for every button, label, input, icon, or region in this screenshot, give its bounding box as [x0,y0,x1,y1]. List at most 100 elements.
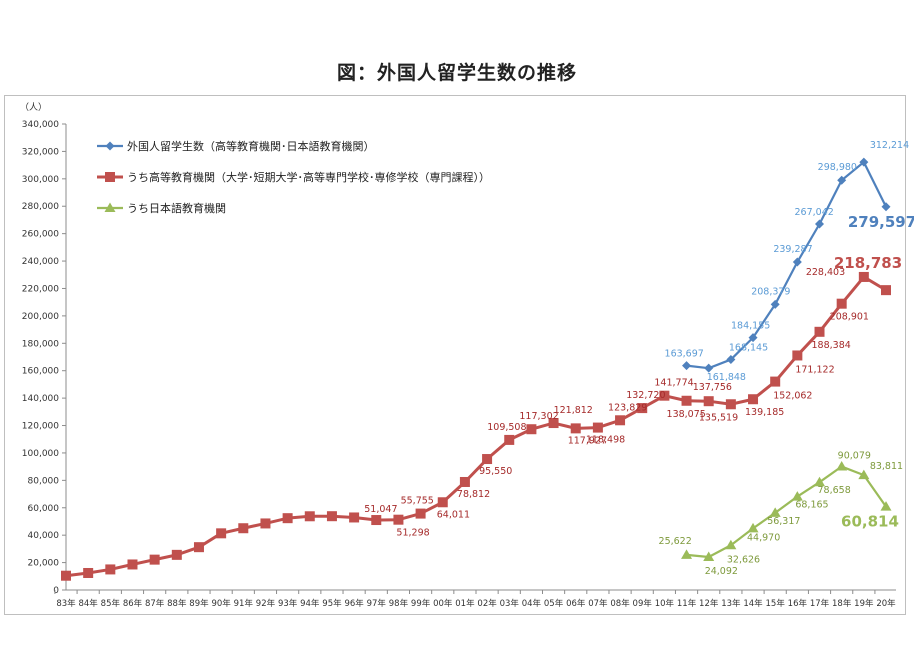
x-tick-label: 06年 [566,598,586,609]
legend-marker-diamond [105,141,115,151]
x-tick-label: 94年 [300,598,320,609]
data-point-square [570,423,581,434]
data-label-square: 171,122 [795,364,834,375]
data-label-triangle: 44,970 [747,532,780,543]
data-label-square: 137,756 [693,382,732,393]
data-label-diamond: 184,155 [731,321,770,332]
data-label-diamond: 267,042 [795,207,834,218]
data-point-square [149,554,160,565]
data-point-triangle [858,469,870,480]
data-label-diamond: 161,848 [707,372,746,383]
legend: 外国人留学生数（高等教育機関･日本語教育機関） うち高等教育機関（大学･短期大学･… [97,139,490,215]
data-label-square: 118,498 [586,435,625,446]
x-tick-label: 05年 [544,598,564,609]
data-label-square: 55,755 [401,496,434,507]
data-point-square [393,514,404,525]
y-tick-label: 300,000 [22,175,59,185]
y-tick-label: 140,000 [22,394,59,404]
legend-label: 外国人留学生数（高等教育機関･日本語教育機関） [127,139,375,153]
data-point-square [703,396,714,407]
data-point-triangle [725,539,737,550]
data-point-square [216,528,227,539]
data-label-square: 135,519 [699,412,738,423]
y-tick-label: 120,000 [22,422,59,432]
data-label-square: 218,783 [834,254,902,272]
data-label-diamond: 298,980 [818,162,857,173]
data-label-square: 117,927 [568,435,607,446]
y-tick-label: 340,000 [22,120,59,130]
data-point-triangle [814,476,826,487]
data-label-square: 121,812 [554,405,593,416]
data-label-triangle: 90,079 [838,451,871,462]
data-label-square: 132,720 [626,390,665,401]
data-label-square: 109,508 [487,422,526,433]
data-point-diamond [881,202,891,212]
axes-layer: （人） 0 20,000 40,000 60,000 80,000 100,000 120,0… [20,102,896,609]
data-label-square: 188,384 [812,340,851,351]
data-point-square [437,497,448,508]
y-tick-label: 280,000 [22,202,59,212]
data-label-triangle: 83,811 [870,461,903,472]
data-point-square [592,422,603,433]
data-label-square: 138,075 [667,409,706,420]
data-label-triangle: 56,317 [767,516,800,527]
x-tick-label: 17年 [810,598,830,609]
x-tick-label: 10年 [655,598,675,609]
x-tick-label: 20年 [876,598,896,609]
y-tick-label: 60,000 [28,504,60,514]
data-label-diamond: 168,145 [729,343,768,354]
data-point-square [881,285,891,296]
data-point-square [83,567,94,578]
x-tick-label: 19年 [854,598,874,609]
y-tick-label: 80,000 [28,476,60,486]
y-axis-unit-label: （人） [20,102,47,113]
x-tick-label: 14年 [743,598,763,609]
data-label-square: 152,062 [773,391,812,402]
chart-frame [4,95,906,615]
data-point-triangle [681,549,693,559]
data-point-diamond [815,219,825,229]
data-labels-layer: 163,697 161,848 168,145 184,155 208,379 239,2… [364,140,914,577]
data-point-square [725,399,736,410]
x-tick-label: 95年 [322,598,342,609]
data-point-diamond [748,333,758,343]
data-point-square [504,434,515,445]
x-tick-label: 08年 [610,598,630,609]
data-label-triangle: 32,626 [727,554,760,565]
x-tick-label: 16年 [788,598,808,609]
data-point-square [459,476,470,487]
x-tick-label: 12年 [699,598,719,609]
data-label-diamond: 239,287 [773,244,812,255]
data-point-square [61,570,71,581]
data-point-square [349,512,360,523]
x-tick-label: 01年 [455,598,475,609]
data-label-triangle: 68,165 [795,500,828,511]
x-tick-label: 83年 [56,598,76,609]
data-point-square [238,523,249,534]
data-point-diamond [682,361,692,371]
data-point-square [326,511,337,522]
data-point-square [814,326,825,337]
data-label-square: 141,774 [654,378,693,389]
y-tick-label: 20,000 [28,559,60,569]
x-tick-label: 04年 [522,598,542,609]
data-point-square [836,298,847,309]
data-point-diamond [859,157,869,167]
x-tick-label: 96年 [344,598,364,609]
x-tick-label: 90年 [211,598,231,609]
x-tick-label: 18年 [832,598,852,609]
data-point-triangle [880,501,892,511]
x-tick-label: 91年 [234,598,254,609]
data-point-square [127,559,138,570]
data-point-diamond [770,299,780,309]
data-point-triangle [747,522,759,533]
data-point-diamond [792,257,802,267]
x-tick-label: 02年 [477,598,497,609]
data-point-triangle [703,551,715,561]
data-point-square [615,415,626,426]
legend-marker-triangle [104,202,116,212]
data-point-square [748,394,759,405]
data-label-triangle: 78,658 [818,485,851,496]
x-tick-label: 09年 [633,598,653,609]
